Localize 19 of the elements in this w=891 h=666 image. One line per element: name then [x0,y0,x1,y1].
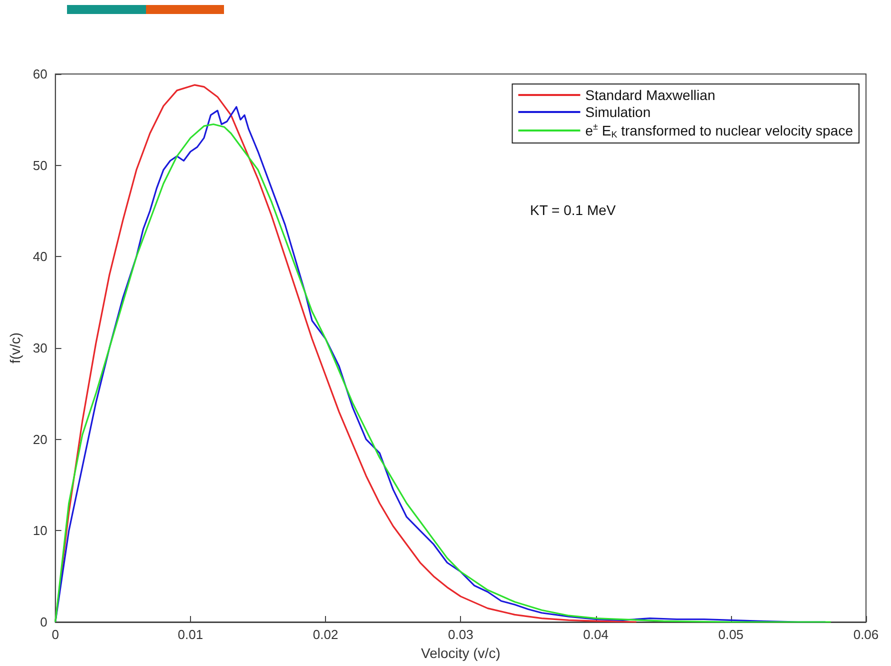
x-tick-label: 0.06 [853,627,879,642]
x-tick-label: 0.01 [178,627,204,642]
x-tick-label: 0 [52,627,59,642]
y-tick-label: 0 [40,614,48,630]
y-tick-label: 30 [32,340,48,356]
y-tick-label: 10 [32,523,48,538]
x-tick-label: 0.04 [583,627,608,642]
annotation: KT = 0.1 MeV [530,202,616,218]
y-tick-label: 60 [32,66,48,82]
legend-label: Standard Maxwellian [585,87,716,103]
y-tick-label: 40 [32,249,48,264]
y-axis-title: f(v/c) [7,332,23,364]
y-tick-label: 20 [32,432,48,447]
x-axis-title: Velocity (v/c) [421,644,500,661]
legend-label: Simulation [585,104,651,120]
y-tick-label: 50 [32,158,48,173]
x-tick-label: 0.03 [448,627,474,642]
x-tick-label: 0.05 [718,627,744,642]
x-tick-label: 0.02 [312,627,338,642]
